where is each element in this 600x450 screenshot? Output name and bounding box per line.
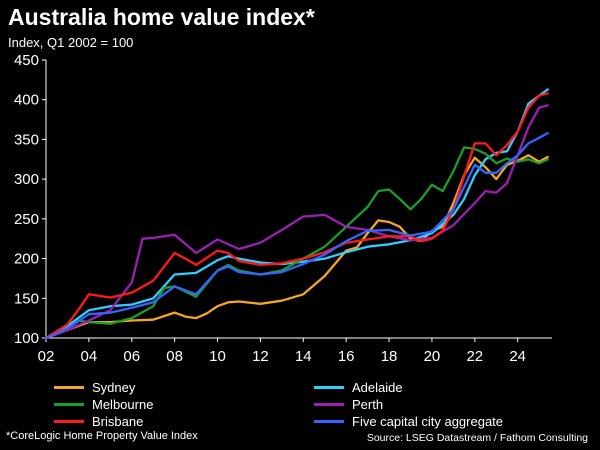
series-line-brisbane (44, 92, 549, 340)
legend-swatch-brisbane (54, 420, 84, 423)
y-tick-label: 350 (14, 131, 39, 148)
x-tick-label: 22 (466, 348, 483, 365)
x-tick-label: 02 (38, 348, 55, 365)
series-line-five-capital-city-aggregate (44, 131, 549, 340)
legend-item-perth: Perth (314, 397, 383, 412)
x-tick-label: 14 (295, 348, 312, 365)
legend-item-brisbane: Brisbane (54, 414, 143, 429)
x-tick-label: 08 (166, 348, 183, 365)
x-tick-label: 16 (338, 348, 355, 365)
x-tick-label: 06 (123, 348, 140, 365)
chart-title: Australia home value index* (8, 4, 315, 30)
legend-swatch-sydney (54, 386, 84, 389)
legend-label-adelaide: Adelaide (352, 380, 403, 395)
y-tick-label: 250 (14, 211, 39, 228)
footnote: *CoreLogic Home Property Value Index (6, 430, 198, 442)
y-tick-label: 450 (14, 52, 39, 69)
legend-label-melbourne: Melbourne (92, 397, 154, 412)
legend-item-aggregate: Five capital city aggregate (314, 414, 503, 429)
source-note: Source: LSEG Datastream / Fathom Consult… (366, 432, 588, 444)
y-tick-label: 150 (14, 290, 39, 307)
legend-label-sydney: Sydney (92, 380, 136, 395)
legend-swatch-adelaide (314, 386, 344, 389)
y-tick-label: 100 (14, 330, 39, 347)
series-line-perth (44, 104, 549, 340)
x-tick-label: 04 (81, 348, 98, 365)
y-tick-label: 300 (14, 171, 39, 188)
chart-subtitle: Index, Q1 2002 = 100 (8, 35, 134, 50)
series-line-sydney (44, 154, 549, 340)
series-line-adelaide (44, 88, 549, 340)
legend-item-sydney: Sydney (54, 380, 135, 395)
legend-item-melbourne: Melbourne (54, 397, 153, 412)
series-line-melbourne (44, 146, 549, 340)
legend-label-aggregate: Five capital city aggregate (352, 414, 504, 429)
legend-label-perth: Perth (352, 397, 384, 412)
legend-swatch-melbourne (54, 403, 84, 406)
y-tick-label: 400 (14, 92, 39, 109)
legend-swatch-aggregate (314, 420, 344, 423)
x-tick-label: 24 (509, 348, 526, 365)
x-tick-label: 12 (252, 348, 269, 365)
x-tick-label: 10 (209, 348, 226, 365)
legend-label-brisbane: Brisbane (92, 414, 144, 429)
x-tick-label: 20 (424, 348, 441, 365)
legend-swatch-perth (314, 403, 344, 406)
x-tick-label: 18 (381, 348, 398, 365)
legend-item-adelaide: Adelaide (314, 380, 403, 395)
y-tick-label: 200 (14, 251, 39, 268)
